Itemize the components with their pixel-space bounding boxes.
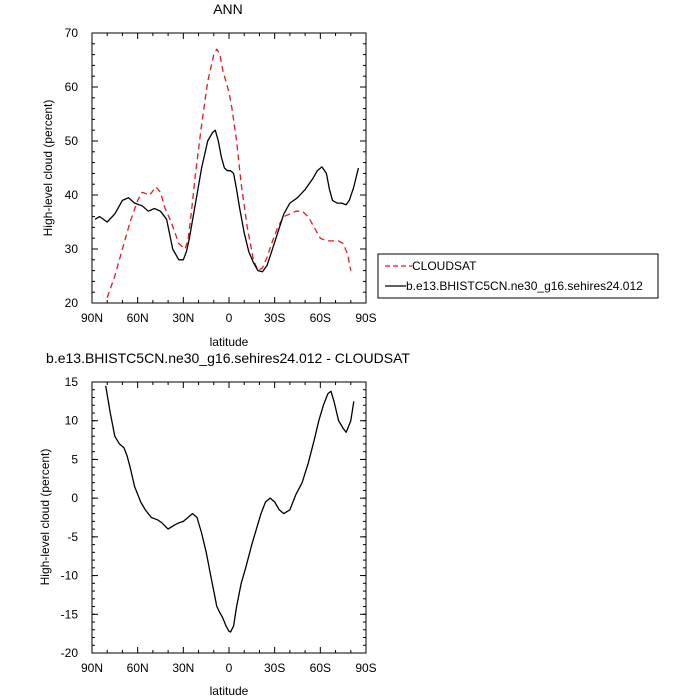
legend: CLOUDSAT b.e13.BHISTC5CN.ne30_g16.sehire…	[377, 253, 659, 299]
top-y-tick-label: 20	[65, 296, 79, 310]
bottom-y-tick-label: -10	[61, 569, 79, 583]
top-panel-title: ANN	[213, 1, 243, 17]
top-x-tick-label: 60N	[127, 311, 149, 325]
bottom-x-tick-label: 90N	[81, 661, 103, 675]
bottom-panel-title: b.e13.BHISTC5CN.ne30_g16.sehires24.012 -…	[46, 350, 410, 366]
top-y-tick-label: 40	[65, 188, 79, 202]
bottom-y-tick-label: -20	[61, 646, 79, 660]
top-y-axis-label: High-level cloud (percent)	[41, 100, 55, 237]
top-x-tick-label: 60S	[310, 311, 331, 325]
top-y-tick-label: 70	[65, 26, 79, 40]
bottom-y-tick-label: 0	[71, 491, 78, 505]
bottom-y-tick-label: 5	[71, 452, 78, 466]
bottom-x-tick-label: 60N	[127, 661, 149, 675]
bottom-y-tick-label: -5	[67, 530, 78, 544]
top-x-tick-label: 30S	[264, 311, 285, 325]
bottom-x-tick-label: 0	[226, 661, 233, 675]
top-x-tick-label: 0	[226, 311, 233, 325]
top-series-line-cloudsat	[106, 48, 352, 298]
bottom-x-tick-label: 60S	[310, 661, 331, 675]
top-x-tick-label: 90N	[81, 311, 103, 325]
bottom-x-axis-label: latitude	[210, 684, 249, 698]
bottom-y-tick-label: 10	[65, 414, 79, 428]
top-x-tick-label: 90S	[355, 311, 376, 325]
bottom-y-tick-label: -15	[61, 607, 79, 621]
top-x-axis-label: latitude	[210, 335, 249, 349]
legend-label-cloudsat: CLOUDSAT	[412, 259, 477, 273]
bottom-y-tick-label: 15	[65, 375, 79, 389]
bottom-panel: b.e13.BHISTC5CN.ne30_g16.sehires24.012 -…	[38, 350, 410, 698]
bottom-x-tick-label: 30N	[172, 661, 194, 675]
legend-box	[377, 253, 659, 299]
legend-label-model: b.e13.BHISTC5CN.ne30_g16.sehires24.012	[406, 279, 643, 293]
top-series-line-model	[94, 129, 360, 273]
top-x-tick-label: 30N	[172, 311, 194, 325]
bottom-plot-frame	[91, 381, 367, 654]
bottom-y-axis-label: High-level cloud (percent)	[38, 449, 52, 586]
top-plot-frame	[91, 32, 367, 304]
top-panel: ANN 90N 60N 30N 0 30S 60S 90S 20 30 40 50 60 70 lati…	[41, 1, 377, 349]
top-y-tick-label: 50	[65, 134, 79, 148]
bottom-series-line-difference	[105, 385, 355, 633]
top-y-tick-label: 30	[65, 242, 79, 256]
bottom-x-tick-label: 90S	[355, 661, 376, 675]
top-y-tick-label: 60	[65, 80, 79, 94]
bottom-x-tick-label: 30S	[264, 661, 285, 675]
